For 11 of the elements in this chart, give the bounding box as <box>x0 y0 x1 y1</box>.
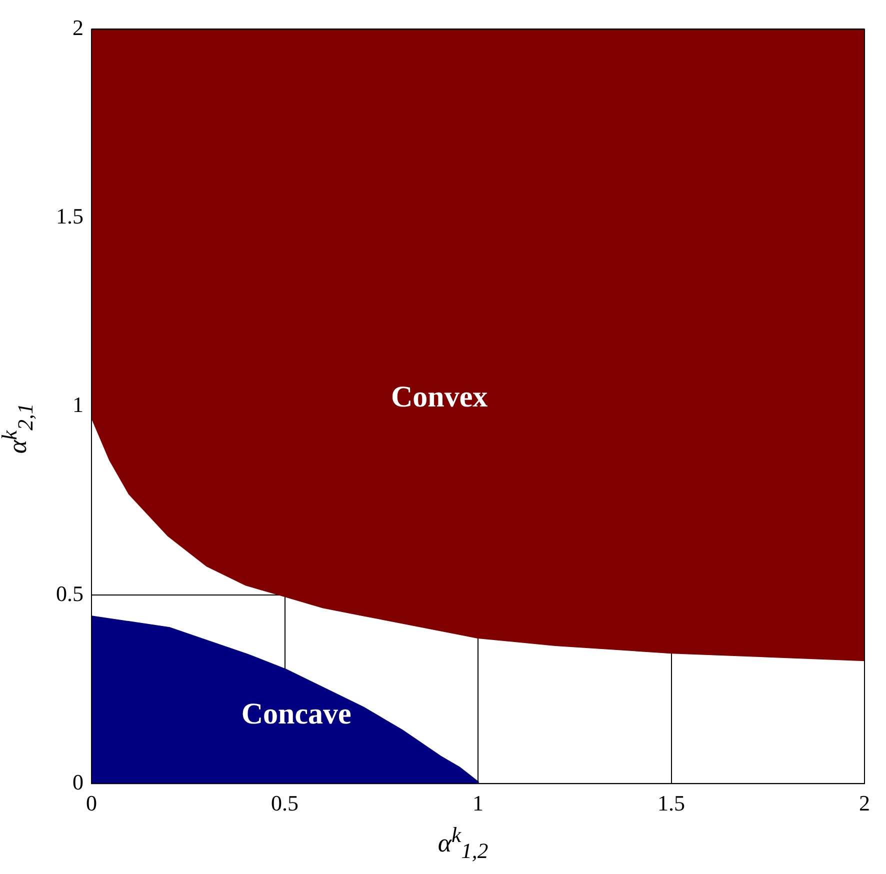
y-tick-label: 1 <box>72 392 84 418</box>
y-tick-label: 1.5 <box>56 204 84 229</box>
x-tick-label: 1.5 <box>658 790 685 816</box>
annotation: Convex <box>391 380 488 414</box>
x-tick-label: 1 <box>472 790 484 816</box>
x-tick-label: 2 <box>859 790 870 816</box>
x-tick-label: 0.5 <box>271 790 298 816</box>
y-tick-label: 0 <box>72 769 84 794</box>
y-tick-label: 0.5 <box>56 580 84 606</box>
y-tick-label: 2 <box>72 14 84 40</box>
annotation: Concave <box>241 697 352 730</box>
